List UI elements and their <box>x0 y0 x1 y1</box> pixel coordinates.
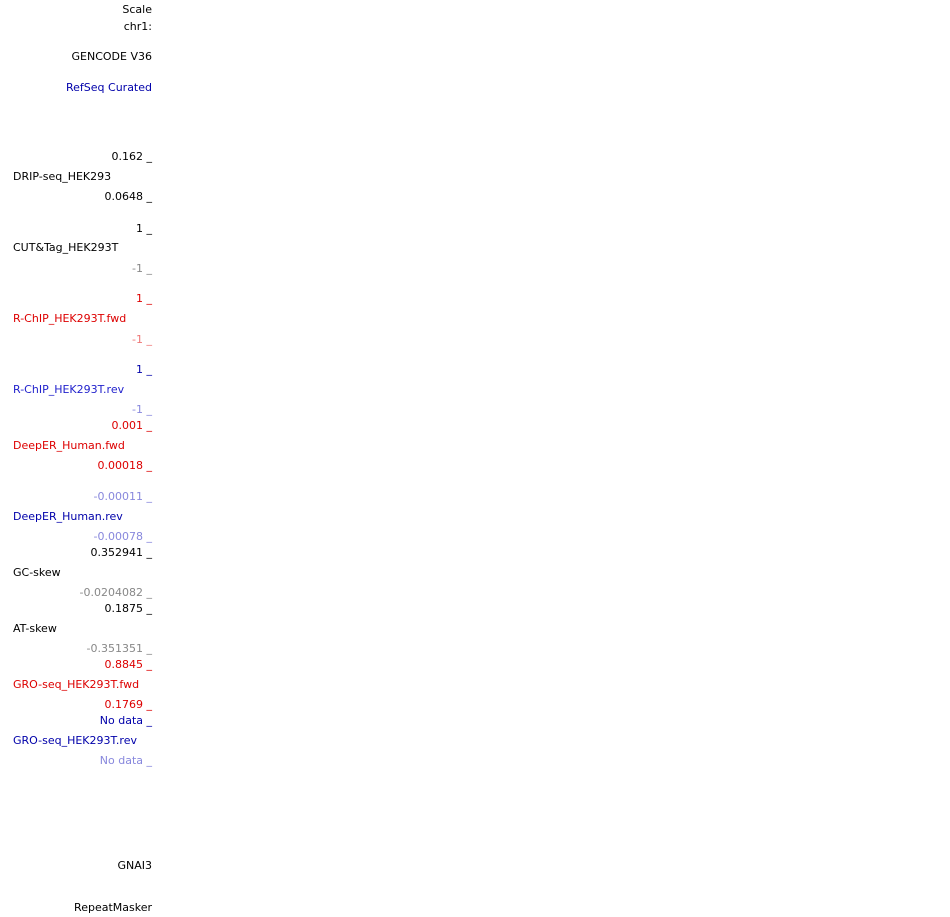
max-value: 0.162 _ <box>111 150 153 163</box>
max-value: -0.00011 _ <box>93 490 152 503</box>
track-label: GRO-seq_HEK293T.fwd <box>13 678 140 691</box>
max-value: 0.001 _ <box>111 419 153 432</box>
max-value: 0.352941 _ <box>90 546 152 559</box>
min-value: -1 _ <box>132 403 152 416</box>
ruler-label: Scale <box>122 3 152 16</box>
max-value: 1 _ <box>136 222 152 235</box>
max-value: 0.8845 _ <box>104 658 153 671</box>
max-value: 1 _ <box>136 292 152 305</box>
track-label: RepeatMasker <box>74 901 152 914</box>
track-label: DeepER_Human.fwd <box>13 439 125 452</box>
min-value: -1 _ <box>132 333 152 346</box>
min-value: -1 _ <box>132 262 152 275</box>
track-label: DeepER_Human.rev <box>13 510 123 523</box>
max-value: 0.1875 _ <box>104 602 153 615</box>
track-label: CUT&Tag_HEK293T <box>13 241 119 254</box>
track-label: GC-skew <box>13 566 61 579</box>
min-value: 0.1769 _ <box>104 698 153 711</box>
track-label: R-ChIP_HEK293T.rev <box>13 383 125 396</box>
min-value: -0.0204082 _ <box>79 586 152 599</box>
track-label: AT-skew <box>13 622 57 635</box>
track-label: DRIP-seq_HEK293 <box>13 170 112 183</box>
track-label: GRO-seq_HEK293T.rev <box>13 734 137 747</box>
track-label: RefSeq Curated <box>66 81 152 94</box>
min-value: 0.00018 _ <box>97 459 152 472</box>
min-value: -0.00078 _ <box>93 530 152 543</box>
track-label: R-ChIP_HEK293T.fwd <box>13 312 127 325</box>
min-value: -0.351351 _ <box>86 642 152 655</box>
chrom-label: chr1: <box>123 20 152 33</box>
max-value: No data _ <box>99 714 152 727</box>
gene-label: GNAI3 <box>117 859 152 872</box>
min-value: No data _ <box>99 754 152 767</box>
min-value: 0.0648 _ <box>104 190 153 203</box>
track-label: GENCODE V36 <box>71 50 152 63</box>
max-value: 1 _ <box>136 363 152 376</box>
